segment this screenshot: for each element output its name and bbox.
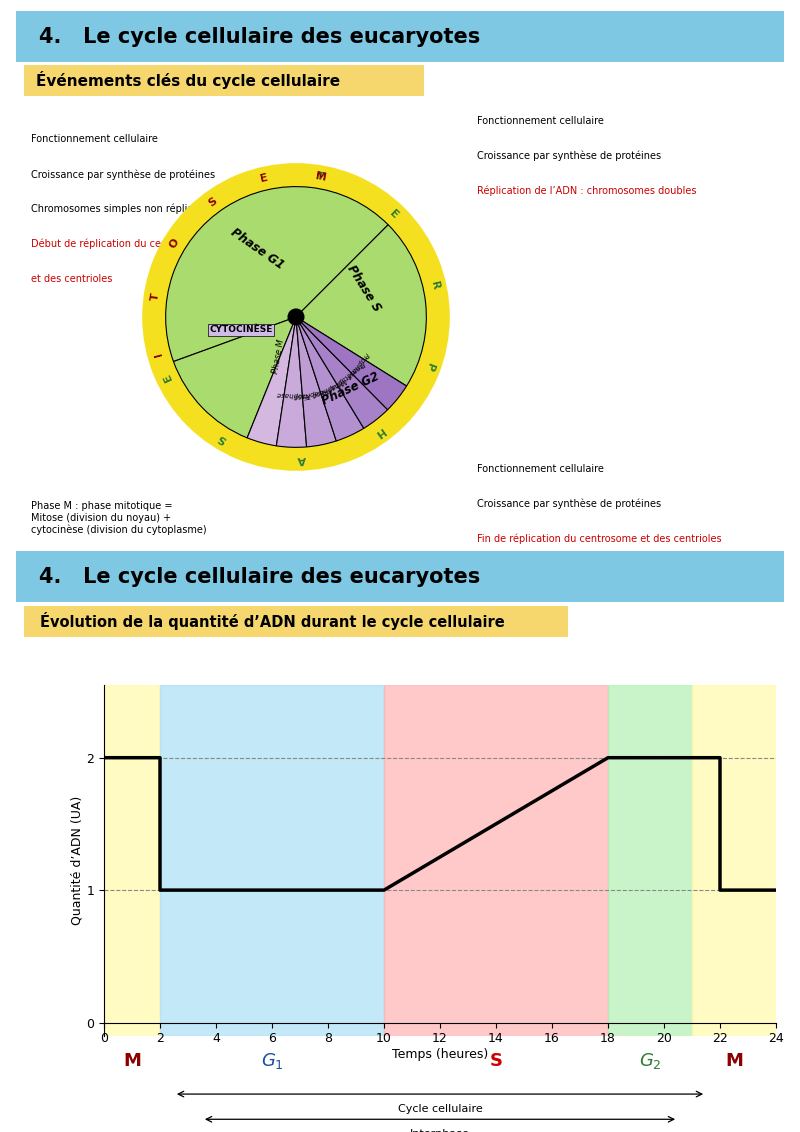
FancyBboxPatch shape [16,11,784,62]
Bar [160,685,384,1036]
FancyBboxPatch shape [24,65,424,96]
Text: E: E [259,173,269,185]
Bar [608,685,692,1036]
Text: Fonctionnement cellulaire: Fonctionnement cellulaire [477,115,604,126]
Text: Métaphase: Métaphase [310,377,347,400]
Text: S: S [490,1052,502,1070]
FancyBboxPatch shape [16,551,784,602]
Text: Fonctionnement cellulaire: Fonctionnement cellulaire [31,135,158,145]
Text: Croissance par synthèse de protéines: Croissance par synthèse de protéines [31,169,215,180]
Text: Fonctionnement cellulaire: Fonctionnement cellulaire [477,464,604,474]
Wedge shape [247,317,296,446]
Text: Fin de réplication du centrosome et des centrioles: Fin de réplication du centrosome et des … [477,533,722,544]
Text: Croissance par synthèse de protéines: Croissance par synthèse de protéines [477,151,661,161]
Text: $G_2$: $G_2$ [638,1050,662,1071]
Text: M: M [123,1052,141,1070]
Text: Cycle cellulaire: Cycle cellulaire [398,1104,482,1114]
Text: Réplication de l’ADN : chromosomes doubles: Réplication de l’ADN : chromosomes doubl… [477,186,696,196]
Wedge shape [296,317,364,441]
Text: CYTOCINÈSE: CYTOCINÈSE [210,326,273,334]
Y-axis label: Quantité d’ADN (UA): Quantité d’ADN (UA) [70,796,83,925]
Text: Télophase: Télophase [276,391,311,400]
Bar [692,685,776,1036]
Text: M: M [725,1052,743,1070]
Text: 4.   Le cycle cellulaire des eucaryotes: 4. Le cycle cellulaire des eucaryotes [39,27,480,46]
Wedge shape [296,225,426,386]
Text: S: S [216,432,228,445]
Text: T: T [150,293,161,302]
Text: et des centrioles: et des centrioles [31,274,113,284]
Text: $G_1$: $G_1$ [261,1050,283,1071]
Wedge shape [296,317,388,428]
Bar [104,685,160,1036]
Wedge shape [174,317,296,438]
Text: Événements clés du cycle cellulaire: Événements clés du cycle cellulaire [36,71,340,89]
Text: P: P [423,361,435,372]
Text: H: H [372,426,386,439]
Text: Chromosomes simples non répliqués: Chromosomes simples non répliqués [31,204,211,214]
Wedge shape [296,317,336,447]
Text: Phase G2: Phase G2 [320,370,382,408]
Text: M: M [314,171,327,183]
Text: T: T [316,171,326,182]
Text: Anaphase: Anaphase [294,387,329,400]
Circle shape [288,309,304,325]
Bar [384,685,608,1036]
Text: Phase M: Phase M [272,338,286,374]
Text: Croissance par synthèse de protéines: Croissance par synthèse de protéines [477,499,661,509]
Text: Évolution de la quantité d’ADN durant le cycle cellulaire: Évolution de la quantité d’ADN durant le… [40,612,505,631]
Wedge shape [166,187,388,361]
Text: R: R [429,280,440,291]
Text: O: O [167,238,181,250]
Text: I: I [154,351,164,357]
Text: Début de réplication du centrosome: Début de réplication du centrosome [31,239,208,249]
Text: Prophase: Prophase [345,351,370,380]
Wedge shape [276,317,306,447]
Text: 4.   Le cycle cellulaire des eucaryotes: 4. Le cycle cellulaire des eucaryotes [39,567,480,586]
Text: Interphase: Interphase [410,1129,470,1132]
Text: Phase G1: Phase G1 [228,226,286,272]
Wedge shape [296,317,406,410]
Text: E: E [388,208,400,221]
Text: E: E [161,371,174,383]
FancyBboxPatch shape [24,606,568,637]
Wedge shape [142,163,450,471]
Text: Phase M : phase mitotique =
Mitose (division du noyau) +
cytocinèse (division du: Phase M : phase mitotique = Mitose (divi… [31,501,207,534]
Text: Phase S: Phase S [344,263,383,314]
Text: S: S [206,196,218,208]
X-axis label: Temps (heures): Temps (heures) [392,1048,488,1061]
Text: Prométaphase: Prométaphase [322,360,366,397]
Text: A: A [297,454,306,464]
